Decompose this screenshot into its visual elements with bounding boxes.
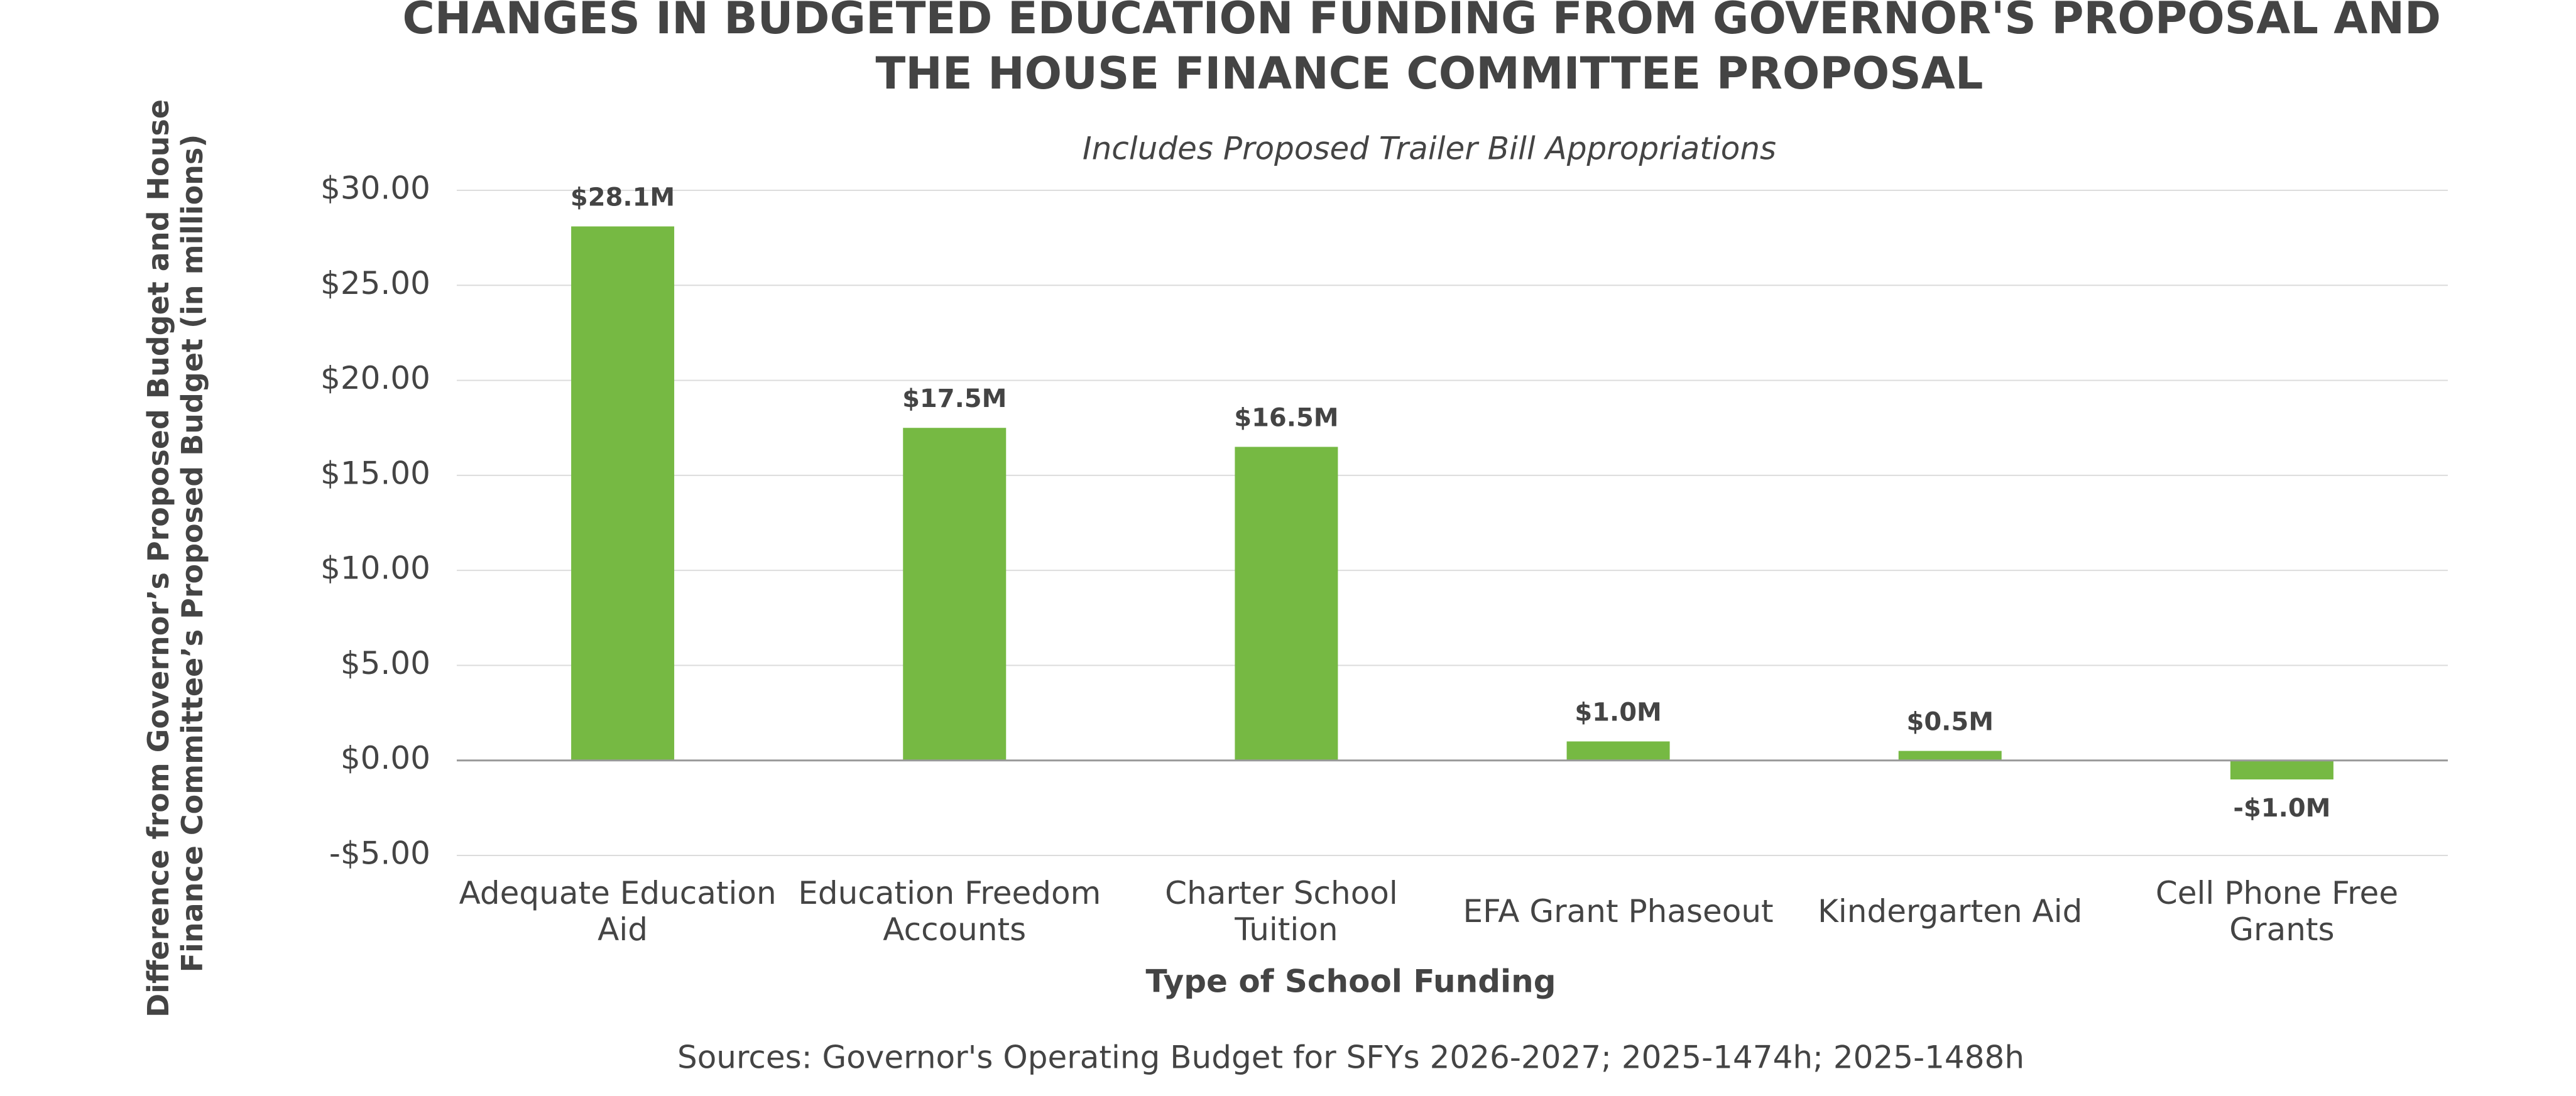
- bar: [903, 428, 1007, 761]
- value-label: -$1.0M: [2233, 794, 2330, 823]
- x-tick-label: Charter School Tuition: [1165, 875, 1408, 948]
- y-tick-label: $15.00: [320, 455, 430, 491]
- bar: [1566, 741, 1670, 761]
- y-tick-label: $10.00: [320, 550, 430, 587]
- y-tick-label: $5.00: [341, 645, 430, 681]
- value-label: $17.5M: [902, 384, 1007, 413]
- bar: [1235, 447, 1338, 761]
- y-tick-label: -$5.00: [329, 835, 430, 872]
- bar: [571, 226, 675, 761]
- x-tick-label: Kindergarten Aid: [1818, 893, 2082, 930]
- x-axis-label: Type of School Funding: [1145, 963, 1556, 1000]
- x-tick-label: Cell Phone Free Grants: [2156, 875, 2408, 948]
- value-label: $0.5M: [1907, 708, 1994, 737]
- value-label: $1.0M: [1575, 698, 1662, 727]
- value-label: $16.5M: [1234, 403, 1338, 432]
- x-tick-label: Education Freedom Accounts: [798, 875, 1111, 948]
- bar: [2230, 760, 2333, 779]
- chart-subtitle: Includes Proposed Trailer Bill Appropria…: [1083, 131, 1776, 167]
- x-tick-label: Adequate Education Aid: [459, 875, 787, 948]
- source-note: Sources: Governor's Operating Budget for…: [677, 1039, 2024, 1076]
- y-axis-label: Difference from Governor’s Proposed Budg…: [141, 89, 209, 1017]
- bar: [1898, 751, 2002, 761]
- value-label: $28.1M: [570, 183, 675, 212]
- chart-title: CHANGES IN BUDGETED EDUCATION FUNDING FR…: [402, 0, 2456, 99]
- y-tick-label: $30.00: [320, 170, 430, 207]
- y-tick-label: $0.00: [341, 740, 430, 776]
- y-tick-label: $20.00: [320, 360, 430, 396]
- x-tick-label: EFA Grant Phaseout: [1463, 893, 1773, 930]
- y-tick-label: $25.00: [320, 265, 430, 301]
